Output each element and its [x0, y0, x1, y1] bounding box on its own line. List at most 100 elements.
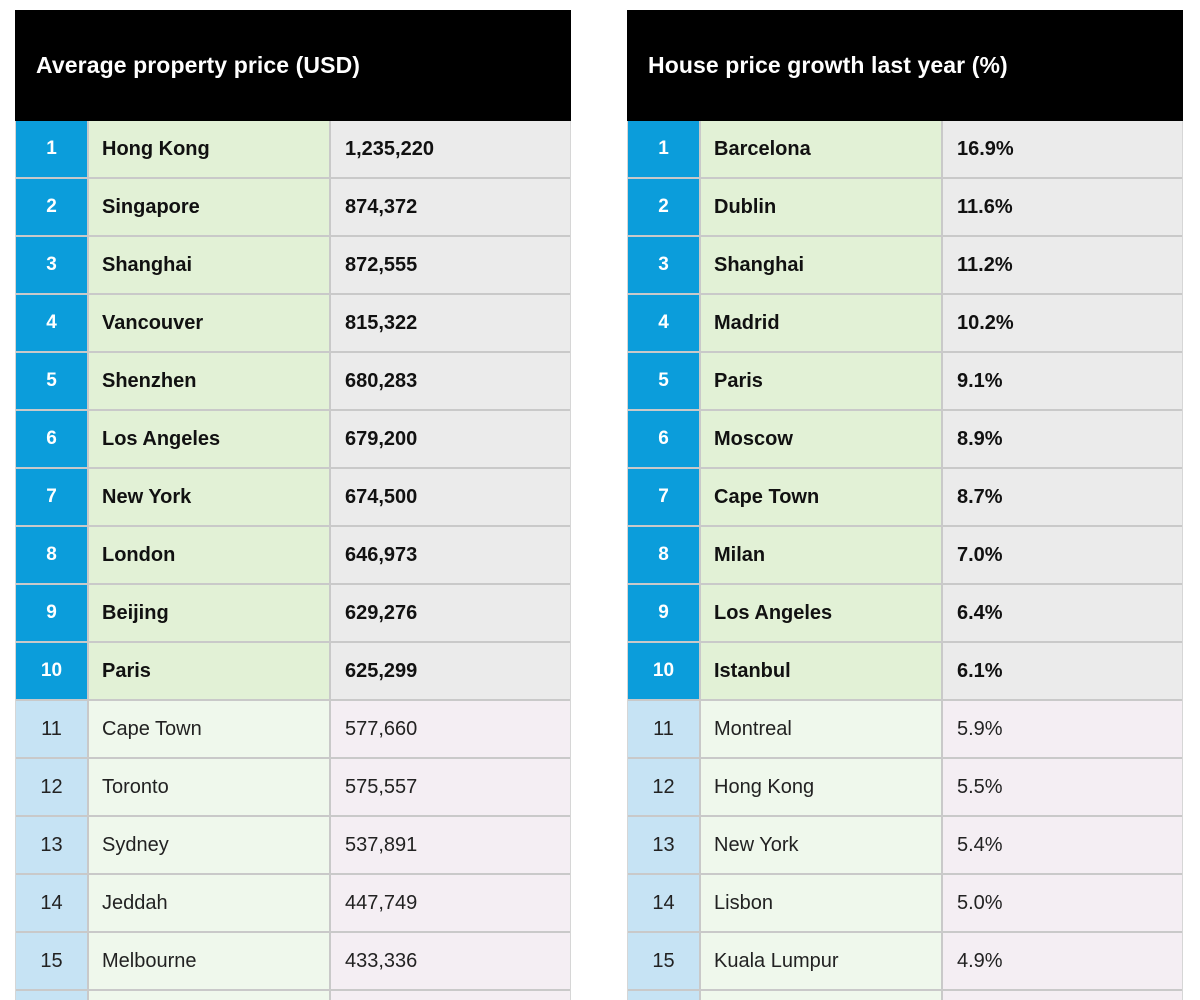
growth-cell: 8.9% — [943, 411, 1182, 467]
city-cell: Barcelona — [701, 121, 943, 177]
city-cell: New York — [89, 469, 331, 525]
city-cell: Singapore — [89, 179, 331, 235]
city-cell: Hong Kong — [89, 121, 331, 177]
rank-cell — [16, 991, 89, 1000]
price-cell: 872,555 — [331, 237, 570, 293]
city-cell: Vancouver — [89, 295, 331, 351]
rank-cell: 14 — [16, 875, 89, 931]
price-cell: 815,322 — [331, 295, 570, 351]
price-growth-table: House price growth last year (%) 1 Barce… — [627, 10, 1183, 1000]
rank-cell: 8 — [16, 527, 89, 583]
table-row: 13 New York 5.4% — [628, 817, 1182, 875]
growth-cell: 6.1% — [943, 643, 1182, 699]
growth-cell: 11.6% — [943, 179, 1182, 235]
rank-cell: 3 — [628, 237, 701, 293]
price-cell: 447,749 — [331, 875, 570, 931]
rank-cell: 13 — [628, 817, 701, 873]
price-cell: 1,235,220 — [331, 121, 570, 177]
price-cell: 874,372 — [331, 179, 570, 235]
city-cell: New York — [701, 817, 943, 873]
table-title: Average property price (USD) — [15, 10, 571, 121]
table-row: 5 Shenzhen 680,283 — [16, 353, 570, 411]
growth-cell: 16.9% — [943, 121, 1182, 177]
average-price-table: Average property price (USD) 1 Hong Kong… — [15, 10, 571, 1000]
table-row: 10 Istanbul 6.1% — [628, 643, 1182, 701]
table-row: 11 Cape Town 577,660 — [16, 701, 570, 759]
city-cell: Paris — [701, 353, 943, 409]
growth-cell: 5.9% — [943, 701, 1182, 757]
rank-cell: 8 — [628, 527, 701, 583]
growth-cell: 6.4% — [943, 585, 1182, 641]
price-cell: 629,276 — [331, 585, 570, 641]
table-row-partial — [628, 991, 1182, 1000]
rank-cell: 15 — [628, 933, 701, 989]
city-cell: Shanghai — [701, 237, 943, 293]
city-cell: Los Angeles — [89, 411, 331, 467]
rank-cell: 6 — [628, 411, 701, 467]
table-row: 10 Paris 625,299 — [16, 643, 570, 701]
table-row: 6 Moscow 8.9% — [628, 411, 1182, 469]
city-cell: Beijing — [89, 585, 331, 641]
table-row: 4 Vancouver 815,322 — [16, 295, 570, 353]
city-cell: Paris — [89, 643, 331, 699]
table-row: 13 Sydney 537,891 — [16, 817, 570, 875]
table-row: 9 Beijing 629,276 — [16, 585, 570, 643]
city-cell: Moscow — [701, 411, 943, 467]
table-row: 8 Milan 7.0% — [628, 527, 1182, 585]
rank-cell: 14 — [628, 875, 701, 931]
table-row: 3 Shanghai 872,555 — [16, 237, 570, 295]
price-cell — [331, 991, 570, 1000]
table-row: 14 Lisbon 5.0% — [628, 875, 1182, 933]
city-cell: Milan — [701, 527, 943, 583]
table-row: 14 Jeddah 447,749 — [16, 875, 570, 933]
table-row: 1 Barcelona 16.9% — [628, 121, 1182, 179]
city-cell: Melbourne — [89, 933, 331, 989]
rank-cell: 2 — [16, 179, 89, 235]
growth-cell: 8.7% — [943, 469, 1182, 525]
rank-cell: 11 — [16, 701, 89, 757]
growth-cell: 5.5% — [943, 759, 1182, 815]
city-cell: Los Angeles — [701, 585, 943, 641]
rank-cell: 5 — [628, 353, 701, 409]
rank-cell: 4 — [16, 295, 89, 351]
rank-cell: 5 — [16, 353, 89, 409]
price-cell: 680,283 — [331, 353, 570, 409]
price-cell: 679,200 — [331, 411, 570, 467]
table-row: 5 Paris 9.1% — [628, 353, 1182, 411]
table-row: 2 Dublin 11.6% — [628, 179, 1182, 237]
city-cell: Shenzhen — [89, 353, 331, 409]
rank-cell: 15 — [16, 933, 89, 989]
rank-cell: 13 — [16, 817, 89, 873]
growth-cell: 5.4% — [943, 817, 1182, 873]
table-row: 1 Hong Kong 1,235,220 — [16, 121, 570, 179]
price-cell: 433,336 — [331, 933, 570, 989]
rank-cell: 1 — [16, 121, 89, 177]
city-cell: Dublin — [701, 179, 943, 235]
rank-cell: 12 — [16, 759, 89, 815]
city-cell: Kuala Lumpur — [701, 933, 943, 989]
city-cell: Lisbon — [701, 875, 943, 931]
table-body: 1 Hong Kong 1,235,220 2 Singapore 874,37… — [15, 121, 571, 1000]
rank-cell: 3 — [16, 237, 89, 293]
table-row: 8 London 646,973 — [16, 527, 570, 585]
rank-cell: 1 — [628, 121, 701, 177]
price-cell: 577,660 — [331, 701, 570, 757]
table-row: 15 Melbourne 433,336 — [16, 933, 570, 991]
growth-cell: 4.9% — [943, 933, 1182, 989]
growth-cell: 10.2% — [943, 295, 1182, 351]
table-row: 2 Singapore 874,372 — [16, 179, 570, 237]
rank-cell: 9 — [16, 585, 89, 641]
city-cell: Toronto — [89, 759, 331, 815]
city-cell: Sydney — [89, 817, 331, 873]
rank-cell: 12 — [628, 759, 701, 815]
growth-cell: 9.1% — [943, 353, 1182, 409]
city-cell: Shanghai — [89, 237, 331, 293]
table-row: 6 Los Angeles 679,200 — [16, 411, 570, 469]
price-cell: 537,891 — [331, 817, 570, 873]
table-row-partial — [16, 991, 570, 1000]
rank-cell: 4 — [628, 295, 701, 351]
rank-cell: 10 — [628, 643, 701, 699]
price-cell: 575,557 — [331, 759, 570, 815]
price-cell: 674,500 — [331, 469, 570, 525]
